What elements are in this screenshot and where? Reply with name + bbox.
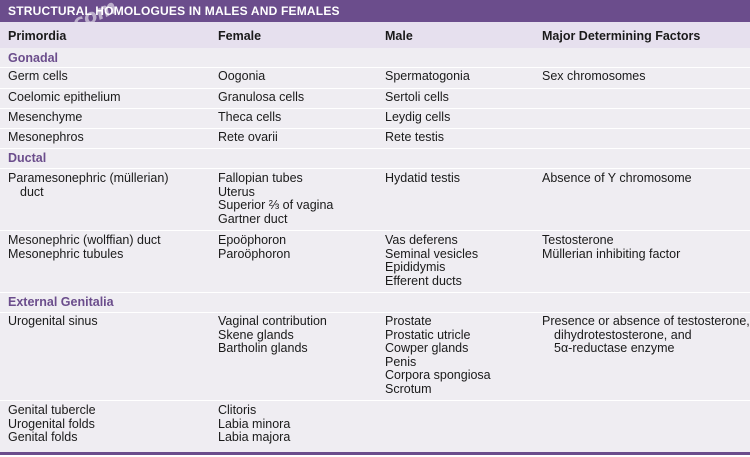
header-primordia: Primordia [8, 29, 67, 43]
cell-mesonephric-female: Epoöphoron Paroöphoron [218, 233, 291, 261]
cell-paramesonephric-primordia: Paramesonephric (müllerian) duct [8, 171, 169, 199]
row-divider [0, 148, 750, 149]
header-row: Primordia Female Male Major Determining … [0, 22, 750, 48]
cell-paramesonephric-female: Fallopian tubes Uterus Superior ⅔ of vag… [218, 171, 334, 226]
row-divider [0, 128, 750, 129]
cell-mesonephros-male: Rete testis [385, 130, 445, 144]
row-divider [0, 400, 750, 401]
cell-mesonephric-factors: Testosterone Müllerian inhibiting factor [542, 233, 681, 261]
cell-mesonephric-male: Vas deferens Seminal vesicles Epididymis… [385, 233, 479, 288]
row-divider [0, 292, 750, 293]
section-ductal: Ductal [8, 151, 47, 165]
cell-germ-primordia: Germ cells [8, 69, 68, 83]
cell-paramesonephric-factors: Absence of Y chromosome [542, 171, 692, 185]
cell-urogenital-female: Vaginal contribution Skene glands Bartho… [218, 314, 327, 356]
cell-paramesonephric-male: Hydatid testis [385, 171, 461, 185]
cell-genital-primordia: Genital tubercle Urogenital folds Genita… [8, 403, 96, 445]
cell-mesenchyme-primordia: Mesenchyme [8, 110, 83, 124]
row-divider [0, 88, 750, 89]
cell-urogenital-primordia: Urogenital sinus [8, 314, 98, 328]
cell-genital-female: Clitoris Labia minora Labia majora [218, 403, 291, 445]
table-body [0, 48, 750, 454]
cell-coelomic-female: Granulosa cells [218, 90, 305, 104]
cell-mesonephros-primordia: Mesonephros [8, 130, 84, 144]
cell-mesenchyme-male: Leydig cells [385, 110, 451, 124]
cell-coelomic-primordia: Coelomic epithelium [8, 90, 121, 104]
cell-germ-male: Spermatogonia [385, 69, 470, 83]
section-external-genitalia: External Genitalia [8, 295, 114, 309]
cell-urogenital-factors: Presence or absence of testosterone, dih… [542, 314, 750, 356]
cell-germ-female: Oogonia [218, 69, 266, 83]
cell-mesenchyme-female: Theca cells [218, 110, 282, 124]
row-divider [0, 67, 750, 68]
row-divider [0, 230, 750, 231]
bottom-rule [0, 452, 750, 455]
cell-coelomic-male: Sertoli cells [385, 90, 449, 104]
section-gonadal: Gonadal [8, 51, 59, 65]
cell-urogenital-male: Prostate Prostatic utricle Cowper glands… [385, 314, 491, 396]
cell-germ-factors: Sex chromosomes [542, 69, 646, 83]
row-divider [0, 168, 750, 169]
header-factors: Major Determining Factors [542, 29, 701, 43]
table-title: STRUCTURAL HOMOLOGUES IN MALES AND FEMAL… [0, 0, 750, 22]
row-divider [0, 312, 750, 313]
header-male: Male [385, 29, 413, 43]
cell-mesonephros-female: Rete ovarii [218, 130, 278, 144]
header-female: Female [218, 29, 262, 43]
cell-mesonephric-primordia: Mesonephric (wolffian) duct Mesonephric … [8, 233, 161, 261]
row-divider [0, 108, 750, 109]
